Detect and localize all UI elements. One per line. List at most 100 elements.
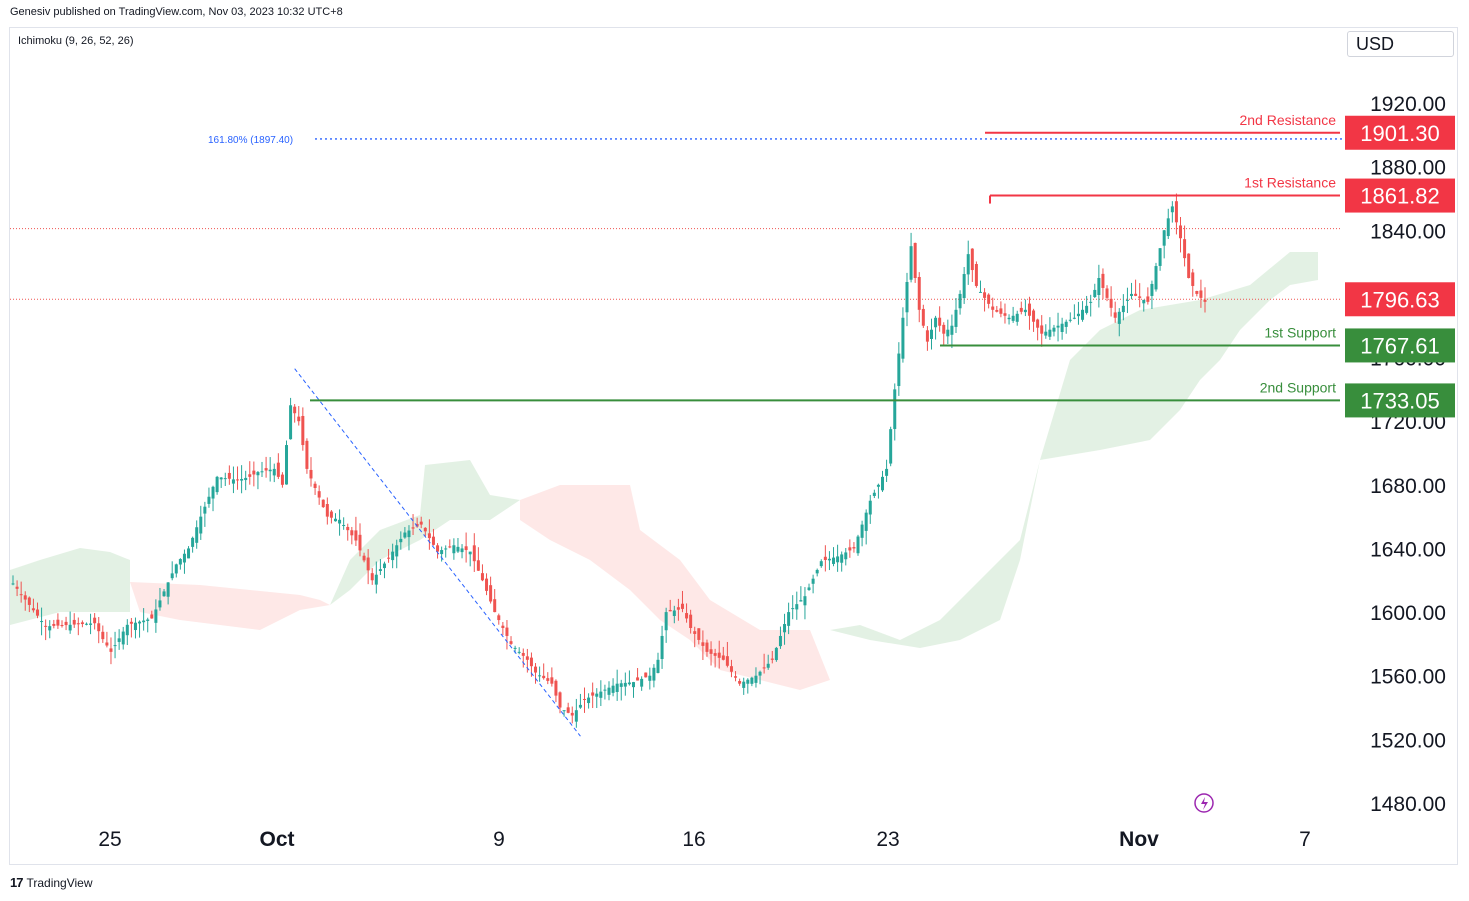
candle-body [252, 470, 256, 475]
candle-body [595, 693, 599, 697]
lightning-icon [1194, 793, 1214, 813]
candle-body [905, 281, 909, 313]
candle-body [1085, 305, 1089, 313]
candle-body [938, 317, 942, 326]
candle-body [285, 445, 289, 485]
candle-body [644, 672, 648, 678]
candle-body [452, 545, 456, 554]
candle-body [664, 612, 668, 631]
candle-body [215, 476, 219, 493]
candle-body [84, 623, 88, 625]
candle-body [329, 511, 333, 518]
price-tag-value: 1767.61 [1360, 333, 1440, 358]
candle-body [1199, 290, 1203, 298]
candle-body [1011, 315, 1015, 321]
candle-body [897, 353, 901, 387]
candle-body [358, 534, 362, 551]
candle-body [129, 621, 133, 624]
candle-body [264, 468, 268, 471]
candle-body [599, 691, 603, 698]
time-axis-label: 25 [98, 828, 121, 851]
candle-body [1158, 248, 1162, 266]
candle-body [962, 274, 966, 299]
candle-body [738, 680, 742, 684]
price-axis-tick: 1480.00 [1370, 793, 1446, 816]
candle-body [770, 658, 774, 660]
footer[interactable]: 17 TradingView [10, 875, 93, 890]
candle-body [48, 626, 52, 631]
candle-body [534, 666, 538, 673]
candle-body [954, 309, 958, 327]
candle-body [701, 642, 705, 646]
candle-body [1170, 206, 1174, 213]
candle-body [333, 518, 337, 522]
candle-body [1166, 218, 1170, 237]
candle-body [742, 681, 746, 688]
candle-body [1027, 303, 1031, 316]
tradingview-logo-icon: 17 [10, 875, 24, 890]
candle-body [558, 692, 562, 708]
candle-body [934, 317, 938, 328]
candle-body [211, 486, 215, 499]
candle-body [68, 624, 72, 631]
candle-body [415, 523, 419, 527]
price-axis-tick: 1520.00 [1370, 729, 1446, 752]
candle-body [468, 551, 472, 555]
candle-body [138, 621, 142, 624]
candle-body [1109, 298, 1113, 308]
candle-body [1003, 313, 1007, 316]
candle-body [917, 276, 921, 310]
indicator-legend[interactable]: Ichimoku (9, 26, 52, 26) [18, 35, 134, 47]
chart-frame [9, 27, 1458, 865]
candle-body [460, 548, 464, 553]
candle-body [836, 556, 840, 563]
candle-body [223, 478, 227, 480]
price-axis-tick: 1840.00 [1370, 220, 1446, 243]
candle-body [40, 621, 44, 623]
candle-body [448, 546, 452, 548]
candle-body [815, 569, 819, 574]
candle-body [391, 551, 395, 561]
candle-body [1195, 290, 1199, 294]
candle-body [395, 545, 399, 557]
price-axis-tick: 1680.00 [1370, 475, 1446, 498]
candle-body [374, 574, 378, 585]
price-axis-tick: 1600.00 [1370, 602, 1446, 625]
candle-body [146, 619, 150, 621]
candle-body [350, 530, 354, 536]
candle-body [603, 689, 607, 691]
candle-body [656, 659, 660, 673]
candle-body [182, 553, 186, 563]
candle-body [913, 242, 917, 278]
candle-body [864, 512, 868, 531]
candle-body [1019, 307, 1023, 312]
candle-body [1036, 319, 1040, 328]
candle-body [199, 516, 203, 534]
candle-body [1183, 239, 1187, 259]
candle-body [766, 663, 770, 668]
candle-body [529, 657, 533, 667]
candle-body [623, 682, 627, 687]
candle-body [325, 504, 329, 517]
candle-body [827, 558, 831, 561]
candle-body [1130, 293, 1134, 296]
candle-body [1097, 278, 1101, 295]
candle-body [1125, 299, 1129, 301]
currency-selector[interactable]: USD [1347, 31, 1454, 57]
candle-body [1068, 319, 1072, 321]
candle-body [758, 671, 762, 676]
candle-body [640, 678, 644, 687]
candle-body [729, 666, 733, 672]
time-axis-label: 9 [493, 828, 505, 851]
candle-body [1060, 323, 1064, 332]
candles-layer [11, 193, 1207, 728]
candle-body [11, 583, 15, 585]
downtrend-line [294, 368, 581, 737]
candle-body [207, 496, 211, 504]
level-name-label: 1st Support [1264, 324, 1336, 340]
candle-body [921, 308, 925, 326]
candle-body [244, 477, 248, 481]
candle-body [685, 613, 689, 619]
candle-body [868, 500, 872, 515]
